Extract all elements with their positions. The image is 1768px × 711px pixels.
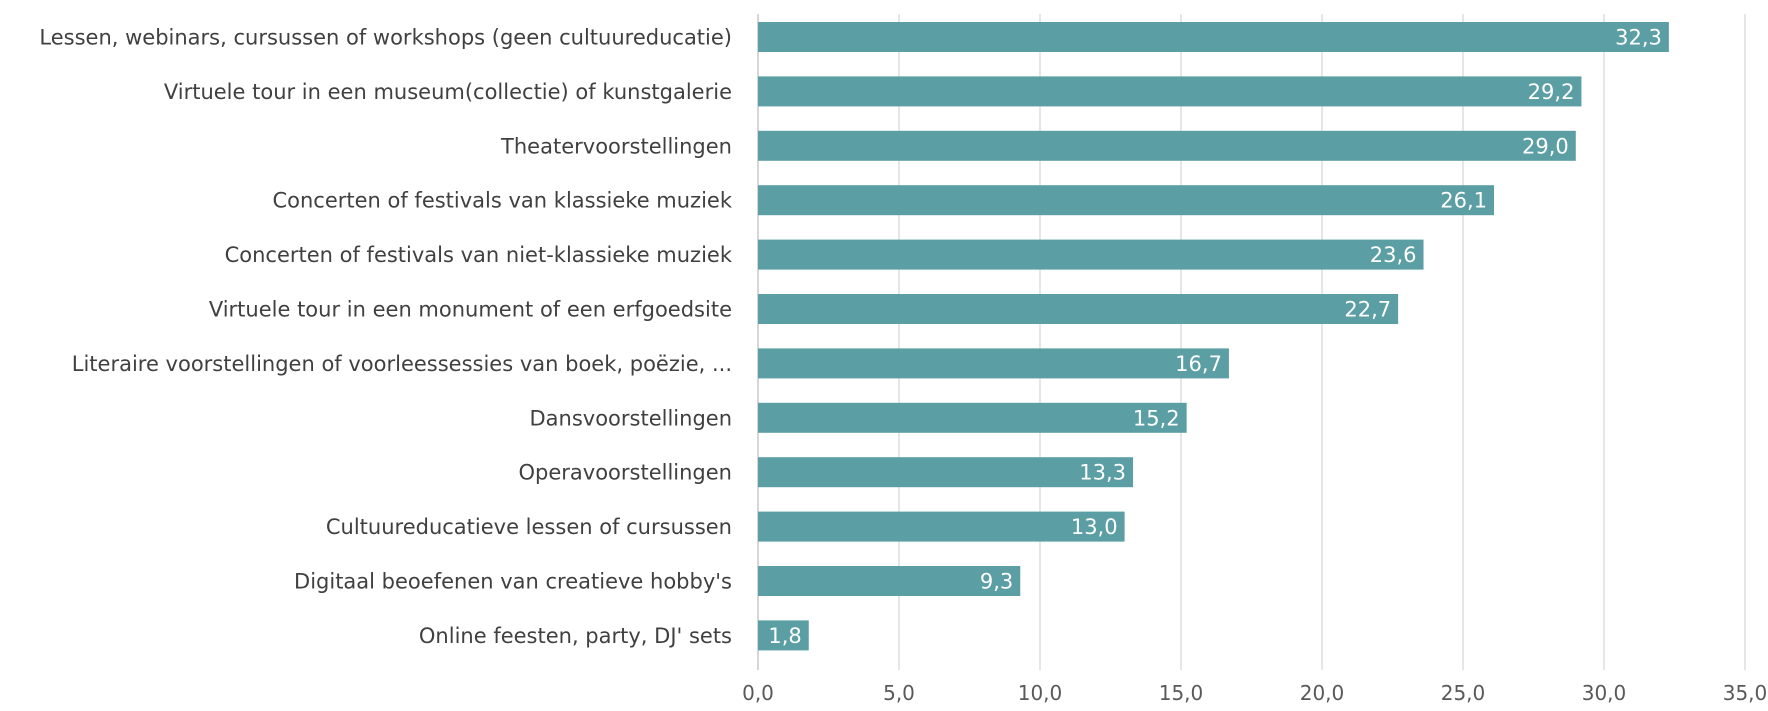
x-tick-label: 10,0 — [1018, 681, 1063, 705]
x-tick-label: 20,0 — [1300, 681, 1345, 705]
category-label: Lessen, webinars, cursussen of workshops… — [39, 26, 732, 50]
category-label: Digitaal beoefenen van creatieve hobby's — [294, 570, 732, 594]
bar — [758, 294, 1399, 324]
category-label: Operavoorstellingen — [518, 461, 732, 485]
x-tick-label: 15,0 — [1159, 681, 1204, 705]
bar — [758, 185, 1495, 216]
bar-value-label: 26,1 — [1440, 189, 1487, 213]
bar — [758, 457, 1134, 488]
bar — [758, 239, 1424, 270]
category-labels: Lessen, webinars, cursussen of workshops… — [39, 26, 732, 648]
category-label: Online feesten, party, DJ' sets — [419, 624, 732, 648]
x-tick-label: 35,0 — [1723, 681, 1768, 705]
category-label: Concerten of festivals van niet-klassiek… — [225, 243, 733, 267]
bar-value-label: 16,7 — [1175, 352, 1222, 376]
category-label: Virtuele tour in een monument of een erf… — [209, 298, 732, 322]
bar — [758, 76, 1582, 107]
bar-value-label: 32,3 — [1615, 26, 1662, 50]
bar — [758, 402, 1187, 433]
category-label: Virtuele tour in een museum(collectie) o… — [164, 80, 732, 104]
bar — [758, 620, 809, 651]
bar-value-label: 9,3 — [980, 570, 1013, 594]
x-tick-label: 5,0 — [883, 681, 915, 705]
bar-value-label: 23,6 — [1370, 243, 1417, 267]
bar-value-label: 13,3 — [1079, 461, 1126, 485]
bars — [758, 22, 1669, 651]
value-labels: 32,3 29,2 29,0 26,1 23,6 22,7 16,7 15,2 13,3 13,0… — [768, 26, 1662, 648]
bar-value-label: 22,7 — [1344, 298, 1391, 322]
bar — [758, 130, 1576, 161]
x-tick-label: 30,0 — [1582, 681, 1627, 705]
x-axis-tick-labels: 0,0 5,0 10,0 15,0 20,0 25,0 30,0 35,0 — [742, 681, 1767, 705]
category-label: Theatervoorstellingen — [500, 134, 732, 158]
bar — [758, 22, 1669, 52]
bar-value-label: 29,2 — [1528, 80, 1575, 104]
bar-value-label: 1,8 — [768, 624, 801, 648]
gridlines — [757, 14, 1746, 670]
category-label: Cultuureducatieve lessen of cursussen — [326, 515, 732, 539]
x-tick-label: 0,0 — [742, 681, 774, 705]
category-label: Concerten of festivals van klassieke muz… — [272, 189, 732, 213]
bar — [758, 511, 1125, 542]
bar — [758, 566, 1021, 596]
bar-value-label: 15,2 — [1133, 406, 1180, 430]
bar-value-label: 13,0 — [1071, 515, 1118, 539]
bar-value-label: 29,0 — [1522, 134, 1569, 158]
x-tick-label: 25,0 — [1441, 681, 1486, 705]
category-label: Dansvoorstellingen — [529, 406, 732, 430]
category-label: Literaire voorstellingen of voorleessess… — [72, 352, 732, 376]
bar — [758, 348, 1229, 379]
